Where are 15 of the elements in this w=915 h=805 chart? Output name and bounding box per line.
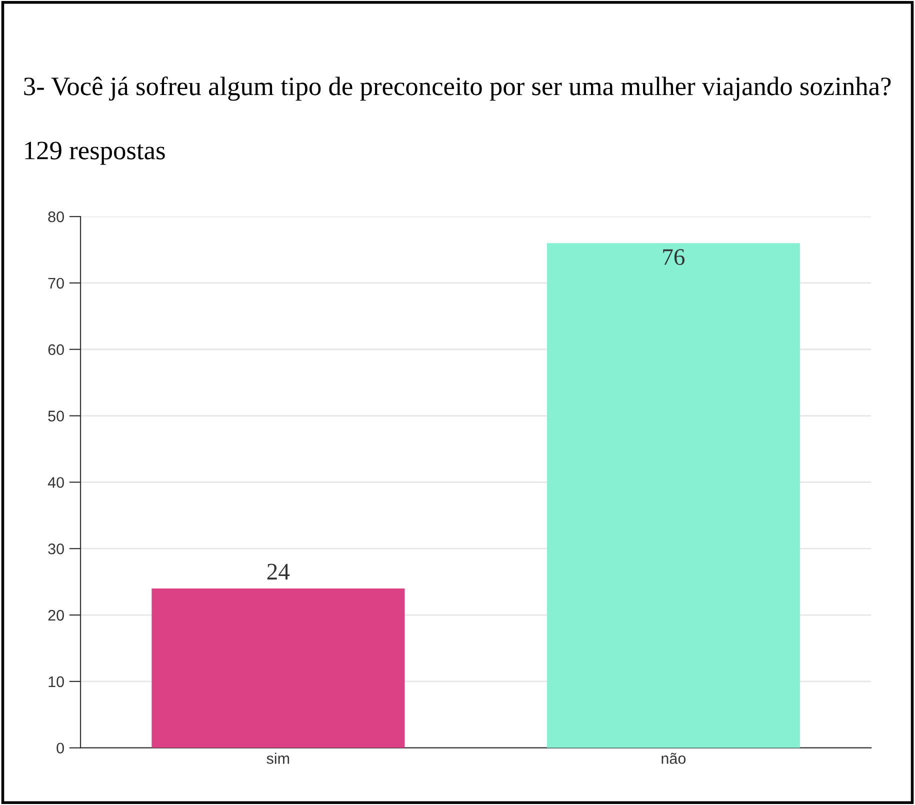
y-tick-label: 70 — [48, 278, 64, 289]
y-tick-label: 50 — [48, 410, 64, 422]
data-label: 76 — [663, 249, 685, 266]
data-label: 24 — [267, 564, 290, 580]
y-tick-label: 10 — [48, 676, 64, 688]
x-tick-label: sim — [266, 752, 290, 764]
x-tick-label: não — [662, 752, 686, 764]
y-tick-label: 0 — [56, 742, 64, 754]
y-tick-label: 20 — [48, 610, 64, 621]
y-tick-label: 80 — [48, 211, 64, 222]
y-tick-label: 30 — [48, 543, 64, 554]
chart-subtitle: 129 respostas — [25, 142, 165, 165]
y-tick-label: 60 — [48, 344, 64, 356]
chart-title: 3- Você já sofreu algum tipo de preconceito por ser uma mulher viajando sozinha? — [24, 76, 891, 101]
y-tick-label: 40 — [48, 477, 64, 488]
